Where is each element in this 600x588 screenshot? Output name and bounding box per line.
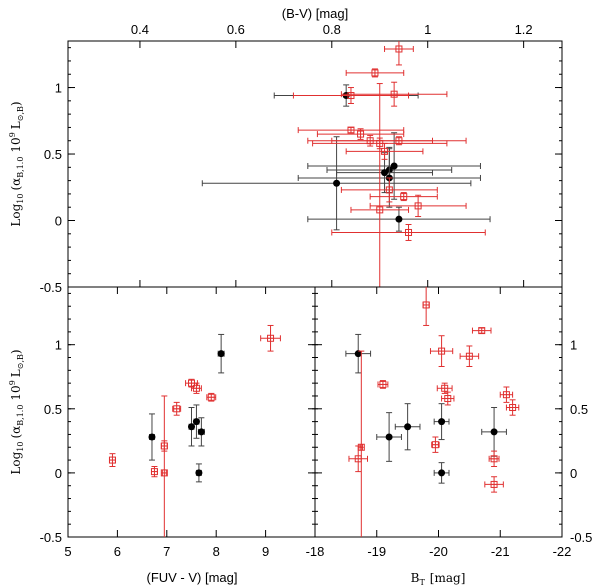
y-tick-label: 1	[55, 338, 62, 353]
data-point-circle	[490, 428, 498, 436]
bottom-left-x-axis-title: (FUV - V) [mag]	[146, 570, 237, 585]
bottom-right-data-points	[345, 287, 520, 537]
data-point-circle	[192, 418, 200, 426]
bottom-y-axis-title: Log10(αB,1.0109L⊙,B)	[8, 349, 25, 474]
data-point-circle	[195, 469, 203, 477]
x-tick-label: 8	[213, 544, 220, 559]
x-tick-label: -19	[367, 544, 386, 559]
top-y-axis-title: Log10(αB,1.0109L⊙,B)	[8, 101, 25, 226]
data-point-circle	[354, 350, 362, 358]
data-point-circle	[404, 423, 412, 431]
y-tick-label: 0	[55, 466, 62, 481]
bottom-right-x-axis-title: BT [mag]	[411, 571, 466, 587]
top-data-points	[201, 41, 491, 287]
clipped-points	[108, 324, 281, 537]
x-tick-label: -18	[306, 544, 325, 559]
clipped-points	[345, 287, 520, 537]
data-point-circle	[148, 433, 156, 441]
panel-bottom-left-scatter: (FUV - V) [mag] 5 6 7 8 9 -0.5 0 0.5 1 Log10(αB,…	[8, 286, 316, 585]
data-point-circle	[333, 179, 341, 187]
y-tick-label: 0.5	[44, 147, 62, 162]
top-ticks: 0.4 0.6 0.8 1 1.2 -0.5 0 0.5 1	[40, 22, 562, 295]
y-tick-label: -0.5	[40, 280, 62, 295]
bottom-right-panel-frame	[314, 286, 563, 538]
top-x-axis-title: (B-V) [mag]	[282, 6, 348, 21]
x-tick-label: 1.2	[515, 22, 533, 37]
x-tick-label: -21	[491, 544, 510, 559]
y-tick-label: 1	[570, 338, 577, 353]
x-tick-label: 0.4	[131, 22, 149, 37]
x-tick-label: 9	[262, 544, 269, 559]
clipped-points	[201, 41, 491, 287]
x-tick-label: 1	[424, 22, 431, 37]
x-tick-label: -20	[429, 544, 448, 559]
x-tick-label: 6	[114, 544, 121, 559]
x-tick-label: -22	[553, 544, 572, 559]
data-point-circle	[188, 423, 195, 431]
panel-top-scatter: (B-V) [mag] 0.4 0.6 0.8 1 1.2 -0.5 0 0.5 1 Log10…	[8, 6, 563, 295]
data-point-circle	[438, 469, 446, 477]
x-tick-label: 0.8	[323, 22, 341, 37]
data-point-circle	[217, 350, 225, 358]
data-point-circle	[395, 215, 403, 223]
data-point-circle	[390, 162, 398, 170]
y-tick-label: 1	[55, 81, 62, 96]
y-tick-label: 0.5	[44, 402, 62, 417]
y-tick-label: 0	[570, 466, 577, 481]
x-tick-label: 5	[64, 544, 71, 559]
y-tick-label: 0.5	[570, 402, 588, 417]
x-tick-label: 7	[163, 544, 170, 559]
bottom-left-ticks: 5 6 7 8 9 -0.5 0 0.5 1	[40, 287, 315, 559]
y-tick-label: -0.5	[40, 530, 62, 545]
y-tick-label: 0	[55, 214, 62, 229]
x-tick-label: 0.6	[227, 22, 245, 37]
y-tick-label: -0.5	[570, 530, 592, 545]
panel-bottom-right-scatter: BT [mag] -18 -19 -20 -21 -22-0.5 0 0.5 1	[306, 286, 592, 587]
data-point-circle	[197, 428, 205, 436]
data-point-circle	[381, 169, 389, 177]
bottom-right-ticks: -18 -19 -20 -21 -22-0.5 0 0.5 1	[306, 287, 592, 559]
top-panel-frame	[67, 40, 563, 288]
data-point-circle	[438, 418, 446, 426]
data-point-circle	[385, 433, 393, 441]
bottom-left-data-points	[108, 324, 281, 537]
